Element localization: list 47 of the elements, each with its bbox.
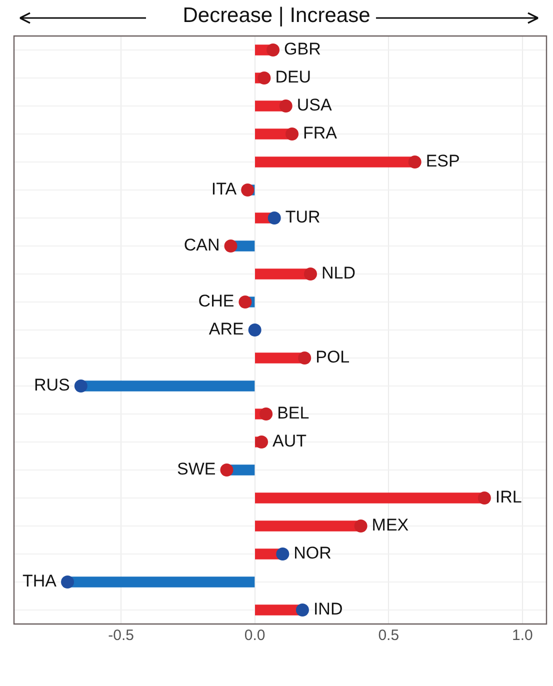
y-tick-label: USA (296, 96, 332, 115)
point (255, 436, 268, 448)
y-tick-label: CAN (184, 236, 220, 255)
point (268, 212, 281, 224)
point (248, 324, 262, 336)
point (241, 184, 254, 196)
y-tick-label: NOR (294, 544, 332, 563)
y-tick-label: THA (22, 572, 58, 591)
point (220, 464, 234, 476)
point (286, 128, 299, 140)
y-tick-label: SWE (177, 460, 216, 479)
y-tick-label: DEU (275, 68, 312, 87)
y-tick-label: IRL (495, 488, 522, 507)
point (260, 408, 273, 420)
point (238, 296, 252, 308)
point (224, 240, 238, 252)
point (266, 44, 280, 56)
point (478, 492, 491, 504)
point (276, 548, 290, 560)
y-tick-label: RUS (34, 376, 70, 395)
point (74, 380, 88, 392)
y-tick-label: TUR (285, 208, 320, 227)
x-tick-label: 1.0 (512, 627, 533, 644)
y-tick-label: CHE (198, 292, 234, 311)
point (279, 100, 292, 112)
point (408, 156, 422, 168)
y-tick-label: NLD (321, 264, 356, 283)
x-tick-label: 0.5 (378, 627, 400, 644)
point (298, 352, 312, 364)
y-tick-label: FRA (303, 124, 338, 143)
point (258, 72, 271, 84)
point (304, 268, 317, 280)
x-tick-label: -0.5 (108, 627, 134, 644)
y-tick-label: GBR (284, 40, 321, 59)
y-tick-label: ARE (208, 320, 244, 339)
x-tick-label: 0.0 (244, 627, 266, 644)
point (61, 576, 74, 588)
y-tick-label: POL (316, 348, 350, 367)
y-tick-label: MEX (372, 516, 409, 535)
point (354, 520, 368, 532)
chart-title: Decrease | Increase (176, 4, 376, 27)
y-tick-label: BEL (277, 404, 310, 423)
y-tick-label: ESP (426, 152, 460, 171)
point (296, 604, 309, 616)
y-tick-label: ITA (211, 180, 238, 199)
y-tick-label: IND (313, 600, 343, 619)
y-tick-label: AUT (272, 432, 307, 451)
